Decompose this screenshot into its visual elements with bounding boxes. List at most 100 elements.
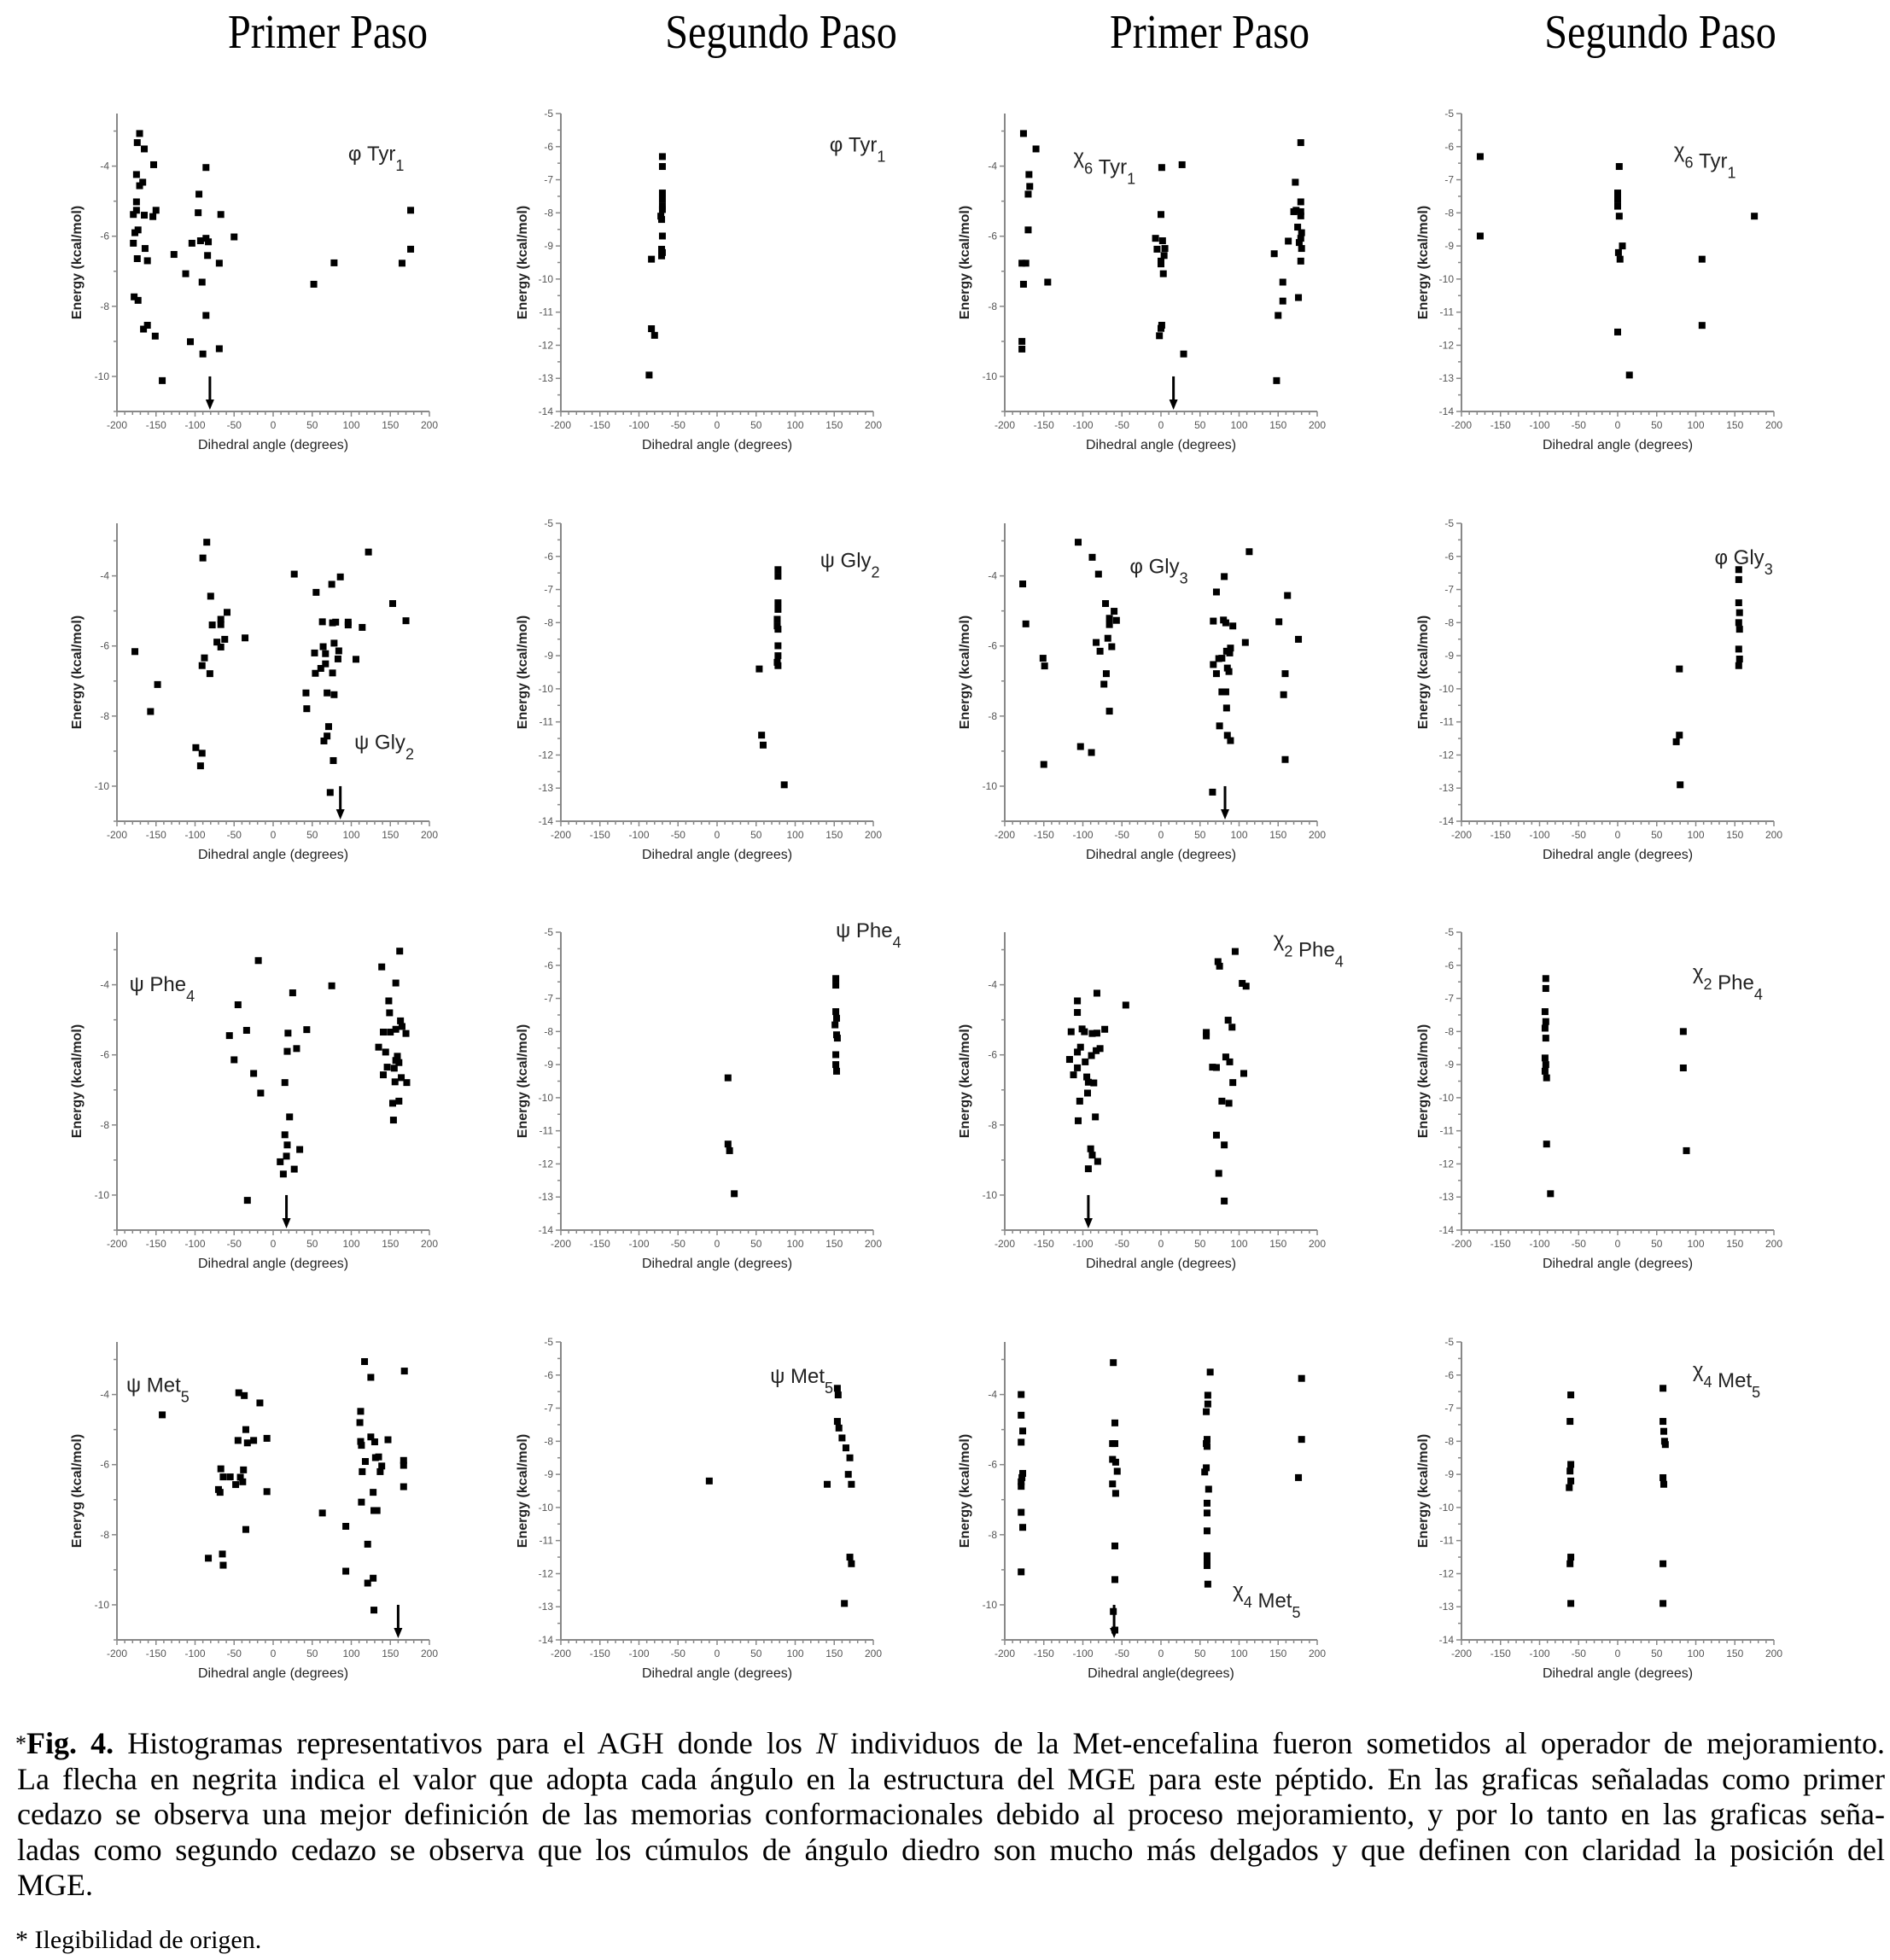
data-point [257,1089,265,1097]
data-point [1018,345,1026,353]
data-point [1275,312,1282,319]
y-tick-label: -5 [544,108,553,120]
data-point [848,1560,855,1567]
x-tick-label: -100 [1529,419,1549,431]
data-point [367,1433,375,1441]
x-tick-label: 200 [865,1648,882,1660]
data-point [832,1008,840,1016]
data-point [302,689,310,697]
data-point [1216,962,1223,970]
data-point [358,1442,365,1450]
data-point [232,1481,240,1489]
y-tick-label: -12 [539,1567,554,1579]
angle-label-text: Met [1712,1369,1752,1392]
data-point [330,639,338,647]
angle-label-subscript: 2 [1284,943,1292,960]
data-point [1295,294,1303,301]
data-point [400,1368,408,1375]
data-point [1203,1561,1210,1569]
x-tick-label: 0 [1615,1238,1621,1250]
data-point [132,171,140,178]
y-tick-label: -6 [988,1459,997,1471]
y-tick-label: -10 [983,1599,998,1611]
data-point [205,1555,213,1562]
data-point [324,689,331,697]
data-point [234,1437,242,1444]
y-tick-label: -14 [539,815,554,827]
x-tick-label: 50 [1651,829,1663,841]
y-tick-label: -13 [539,1601,554,1613]
x-tick-label: 0 [1615,1648,1621,1660]
data-point [182,270,190,277]
data-point [1024,190,1032,198]
data-point [1105,621,1113,628]
data-point [205,238,213,246]
x-tick-label: -150 [1490,829,1511,841]
y-axis-label: Energy (kcal/mol) [70,615,85,729]
y-tick-label: -8 [988,1119,997,1131]
data-point [217,211,225,219]
x-tick-label: 0 [715,1238,720,1250]
x-tick-label: -200 [995,1238,1015,1250]
data-point [1225,668,1233,675]
data-point [1025,171,1033,178]
x-tick-label: -200 [1451,1648,1472,1660]
data-point [382,1048,389,1056]
data-point [359,1467,366,1475]
data-point [263,1488,271,1496]
x-tick-label: 100 [342,1238,359,1250]
angle-label-text: χ [1233,1579,1244,1602]
data-point [130,239,137,247]
angle-label-subscript: 4 [1754,986,1763,1003]
y-tick-label: -4 [100,570,109,582]
x-tick-label: -50 [1572,419,1587,431]
y-tick-label: -4 [100,160,109,172]
y-tick-label: -12 [1439,1567,1455,1579]
caption-star: * [15,1731,26,1756]
x-tick-label: 0 [1158,829,1164,841]
data-point [1242,983,1250,990]
data-point [1205,1485,1212,1493]
data-point [329,669,336,677]
data-point [1074,1009,1082,1017]
y-tick-label: -13 [539,1191,554,1203]
data-point [833,1385,841,1392]
data-point [1096,1045,1104,1053]
y-tick-label: -10 [539,1092,554,1104]
y-tick-label: -10 [1439,1502,1455,1514]
x-tick-label: -100 [1529,829,1549,841]
data-point [378,963,386,971]
data-point [1109,1480,1117,1488]
data-point [1660,1560,1667,1567]
x-tick-label: 0 [271,1238,277,1250]
x-tick-label: 50 [306,419,318,431]
data-point [1541,1067,1549,1075]
x-tick-label: -50 [1115,1238,1130,1250]
data-point [370,1574,377,1582]
data-point [1297,207,1304,215]
data-point [1111,608,1118,615]
data-point [208,621,216,629]
data-point [396,948,404,955]
angle-label-subscript: 4 [1244,1594,1252,1611]
x-tick-label: 200 [1309,419,1326,431]
x-tick-label: 0 [1158,1238,1164,1250]
data-point [1298,245,1305,253]
data-point [1297,139,1304,147]
data-point [286,1113,294,1121]
y-tick-label: -11 [540,1125,554,1137]
data-point [202,312,210,319]
angle-label: ψ Gly2 [354,731,414,762]
data-point [658,252,666,260]
angle-label: φ Tyr1 [348,143,405,174]
data-point [1216,722,1223,730]
data-point [242,634,249,642]
data-point [658,195,666,203]
data-point [1660,1385,1667,1392]
data-point [243,1439,251,1447]
caption-text: Histogramas representativos para el AGH … [114,1726,817,1760]
x-tick-label: -200 [995,419,1015,431]
data-point [219,1473,227,1481]
x-tick-label: -50 [1572,829,1587,841]
data-point [1156,332,1164,340]
